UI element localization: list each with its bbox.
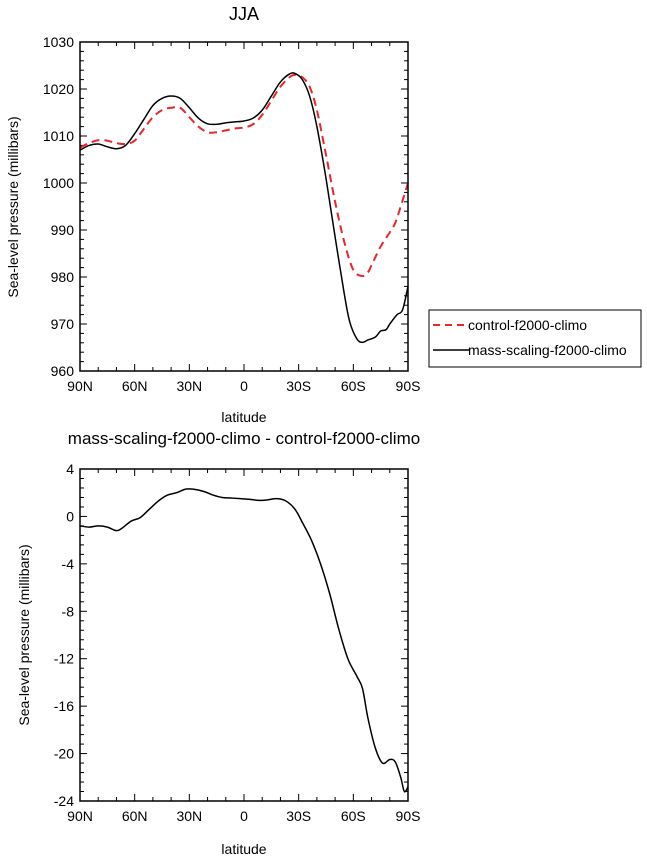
bottom-chart-title: mass-scaling-f2000-climo - control-f2000… bbox=[68, 429, 420, 448]
top-chart-plot-frame bbox=[79, 41, 409, 372]
x-tick-label: 0 bbox=[240, 808, 248, 824]
top-chart-y-ticks: 960 970 980 990 1000 1010 1020 1030 bbox=[43, 34, 408, 379]
bottom-chart-y-ticks: -24 -20 -16 -12 -8 -4 0 4 bbox=[54, 461, 408, 809]
y-tick-label: 1020 bbox=[43, 81, 74, 97]
series-line-mass-scaling-f2000-climo bbox=[79, 72, 409, 344]
y-tick-label: 0 bbox=[66, 508, 74, 524]
top-chart-x-ticks: 90N 60N 30N 0 30S 60S 90S bbox=[67, 42, 420, 394]
x-tick-label: 60S bbox=[341, 378, 366, 394]
y-tick-label: 960 bbox=[51, 363, 75, 379]
y-tick-label: -20 bbox=[54, 746, 74, 762]
y-tick-label: -12 bbox=[54, 651, 74, 667]
x-tick-label: 30S bbox=[286, 808, 311, 824]
bottom-chart-x-ticks: 90N 60N 30N 0 30S 60S 90S bbox=[67, 469, 420, 824]
bottom-chart-ylabel: Sea-level pressure (millibars) bbox=[16, 544, 32, 725]
top-chart-xlabel: latitude bbox=[221, 409, 266, 425]
x-tick-label: 30N bbox=[176, 378, 202, 394]
y-tick-label: -4 bbox=[62, 556, 75, 572]
y-tick-label: 1000 bbox=[43, 175, 74, 191]
series-line-difference bbox=[79, 488, 409, 793]
top-chart-series bbox=[79, 72, 409, 344]
x-tick-label: 30N bbox=[176, 808, 202, 824]
legend-box bbox=[428, 309, 642, 368]
y-tick-label: 1010 bbox=[43, 128, 74, 144]
top-chart-ylabel: Sea-level pressure (millibars) bbox=[5, 116, 21, 297]
bottom-chart-series bbox=[79, 488, 409, 793]
series-line-control-f2000-climo bbox=[79, 73, 409, 278]
y-tick-label: -16 bbox=[54, 698, 74, 714]
bottom-chart-plot-frame bbox=[79, 468, 409, 802]
y-tick-label: 4 bbox=[66, 461, 74, 477]
bottom-chart: mass-scaling-f2000-climo - control-f2000… bbox=[16, 429, 420, 857]
x-tick-label: 90S bbox=[396, 378, 421, 394]
top-chart-legend: control-f2000-climo mass-scaling-f2000-c… bbox=[428, 309, 642, 368]
x-tick-label: 0 bbox=[240, 378, 248, 394]
y-tick-label: -8 bbox=[62, 603, 75, 619]
x-tick-label: 60N bbox=[122, 808, 148, 824]
x-tick-label: 30S bbox=[286, 378, 311, 394]
x-tick-label: 90N bbox=[67, 808, 93, 824]
y-tick-label: 1030 bbox=[43, 34, 74, 50]
x-tick-label: 90S bbox=[396, 808, 421, 824]
top-chart-title: JJA bbox=[229, 4, 259, 24]
legend-label-control: control-f2000-climo bbox=[468, 317, 587, 333]
x-tick-label: 90N bbox=[67, 378, 93, 394]
top-chart: JJA 960 970 980 990 1000 1010 1020 1030 90N 60N 3… bbox=[5, 4, 642, 425]
x-tick-label: 60N bbox=[122, 378, 148, 394]
y-tick-label: 990 bbox=[51, 222, 75, 238]
y-tick-label: -24 bbox=[54, 793, 74, 809]
y-tick-label: 970 bbox=[51, 316, 75, 332]
bottom-chart-xlabel: latitude bbox=[221, 841, 266, 857]
legend-label-mass-scaling: mass-scaling-f2000-climo bbox=[468, 342, 627, 358]
y-tick-label: 980 bbox=[51, 269, 75, 285]
x-tick-label: 60S bbox=[341, 808, 366, 824]
